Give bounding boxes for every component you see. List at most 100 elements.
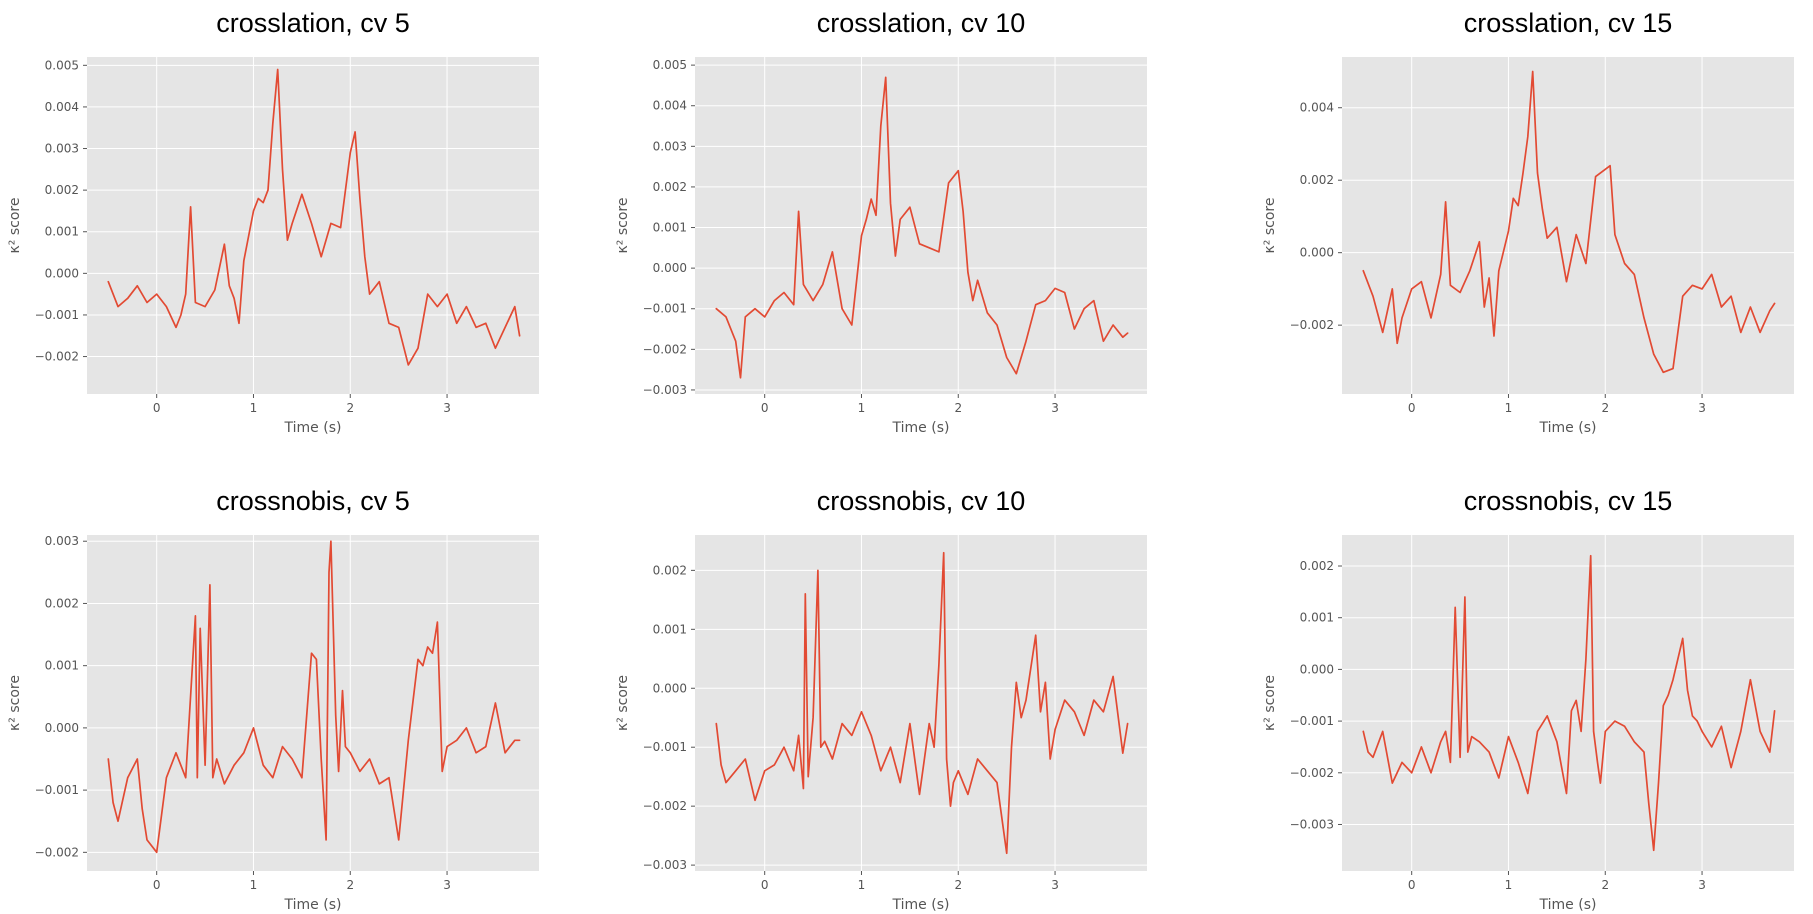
y-tick-label: 0.000 [1300,246,1334,260]
chart-panel-4: 0 1 2 3 −0.002 −0.001 0.000 0.001 0.002 0.003 cros… [7,486,539,913]
y-tick-label: 0.001 [45,225,79,239]
x-tick-label: 2 [954,401,962,415]
y-tick-label: 0.002 [45,183,79,197]
y-tick-label: 0.001 [653,221,687,235]
y-tick-label: 0.000 [653,681,687,695]
y-tick-label: 0.000 [1300,662,1334,676]
y-tick-label: 0.001 [45,659,79,673]
y-tick-label: −0.001 [643,302,687,316]
x-axis-label: Time (s) [1539,420,1597,436]
y-tick-label: 0.002 [653,563,687,577]
x-tick-label: 1 [858,401,866,415]
y-tick-label: −0.001 [35,783,79,797]
plot-background [1342,57,1794,394]
y-axis-label: κ² score [1262,198,1278,254]
chart-panel-2: 0 1 2 3 −0.003 −0.002 −0.001 0.000 0.001 0.002 0.0… [615,8,1147,436]
x-tick-label: 1 [250,401,258,415]
chart-panel-1: 0 1 2 3 −0.002 −0.001 0.000 0.001 0.002 0.003 0.00… [7,8,539,436]
chart-title: crossnobis, cv 10 [817,486,1026,516]
y-tick-label: 0.002 [1300,559,1334,573]
x-tick-label: 2 [1601,401,1609,415]
y-tick-label: 0.001 [653,622,687,636]
y-tick-label: 0.002 [45,596,79,610]
y-tick-label: 0.004 [653,99,687,113]
plot-background [87,535,539,871]
chart-title: crossnobis, cv 15 [1464,486,1673,516]
x-axis-label: Time (s) [892,897,950,913]
x-tick-label: 3 [1698,401,1706,415]
series-line-1 [1362,70,1776,374]
x-tick-label: 0 [153,401,161,415]
x-tick-label: 2 [1601,878,1609,892]
series-line-1 [715,76,1129,379]
x-axis-label: Time (s) [1539,897,1597,913]
y-tick-label: −0.002 [1290,318,1334,332]
x-tick-label: 3 [1051,878,1059,892]
x-tick-label: 2 [346,878,354,892]
x-tick-label: 3 [443,401,451,415]
chart-panel-3: 0 1 2 3 −0.002 0.000 0.002 0.004 crosslation, cv… [1262,8,1794,436]
y-tick-label: −0.002 [643,342,687,356]
x-tick-label: 3 [1051,401,1059,415]
x-tick-label: 1 [1505,878,1513,892]
y-tick-label: −0.003 [643,858,687,872]
y-tick-label: −0.001 [1290,714,1334,728]
chart-panel-6: 0 1 2 3 −0.003 −0.002 −0.001 0.000 0.001 0.002 cro… [1262,486,1794,913]
series-line-1 [1362,554,1776,852]
x-tick-label: 1 [858,878,866,892]
x-tick-label: 1 [1505,401,1513,415]
y-tick-label: −0.001 [643,740,687,754]
y-tick-label: 0.003 [653,139,687,153]
x-tick-label: 1 [250,878,258,892]
y-axis-label: κ² score [7,198,23,254]
y-tick-label: −0.002 [1290,766,1334,780]
y-axis-label: κ² score [615,675,631,731]
x-tick-label: 0 [153,878,161,892]
series-line-1 [715,551,1129,855]
series-line-1 [107,540,521,854]
chart-title: crosslation, cv 15 [1464,8,1673,38]
y-tick-label: 0.000 [45,266,79,280]
x-tick-label: 0 [761,401,769,415]
x-axis-label: Time (s) [892,420,950,436]
plot-background [87,57,539,394]
plot-background [1342,535,1794,871]
y-tick-label: −0.002 [35,845,79,859]
y-tick-label: 0.003 [45,534,79,548]
plot-background [695,535,1147,871]
y-tick-label: 0.004 [45,100,79,114]
chart-title: crosslation, cv 5 [216,8,410,38]
y-tick-label: 0.000 [653,261,687,275]
y-axis-label: κ² score [7,675,23,731]
chart-title: crossnobis, cv 5 [216,486,410,516]
y-tick-label: 0.005 [653,58,687,72]
x-axis-label: Time (s) [284,897,342,913]
plot-background [695,57,1147,394]
x-axis-label: Time (s) [284,420,342,436]
y-tick-label: 0.002 [653,180,687,194]
y-tick-label: −0.003 [643,383,687,397]
y-axis-label: κ² score [1262,675,1278,731]
x-tick-label: 3 [443,878,451,892]
x-tick-label: 0 [761,878,769,892]
y-tick-label: −0.001 [35,308,79,322]
series-line-1 [107,68,521,366]
x-tick-label: 3 [1698,878,1706,892]
y-tick-label: −0.002 [643,799,687,813]
x-tick-label: 0 [1408,401,1416,415]
y-tick-label: −0.003 [1290,817,1334,831]
y-tick-label: 0.003 [45,142,79,156]
y-tick-label: 0.000 [45,721,79,735]
x-tick-label: 2 [346,401,354,415]
x-tick-label: 2 [954,878,962,892]
y-tick-label: 0.001 [1300,611,1334,625]
y-tick-label: 0.004 [1300,101,1334,115]
y-tick-label: 0.002 [1300,173,1334,187]
x-tick-label: 0 [1408,878,1416,892]
y-tick-label: 0.005 [45,58,79,72]
chart-title: crosslation, cv 10 [817,8,1026,38]
chart-panel-5: 0 1 2 3 −0.003 −0.002 −0.001 0.000 0.001 0.002 cro… [615,486,1147,913]
y-axis-label: κ² score [615,198,631,254]
y-tick-label: −0.002 [35,350,79,364]
